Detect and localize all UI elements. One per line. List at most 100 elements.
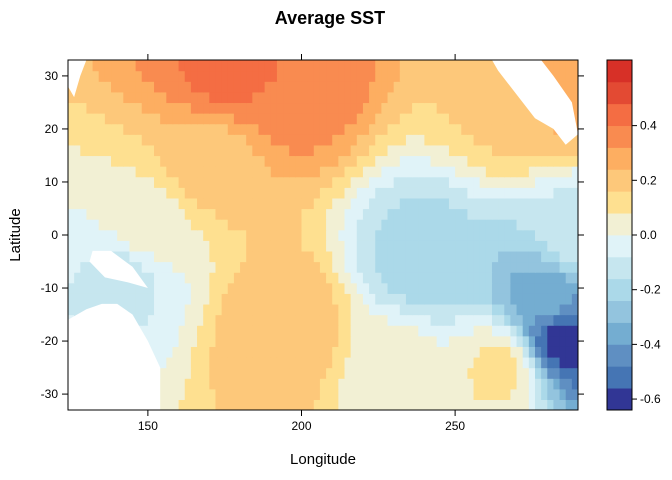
heat-cell [510,134,518,146]
heat-cell [215,303,223,316]
heat-cell [553,325,561,337]
heat-cell [399,282,407,294]
heat-cell [283,356,290,369]
colorbar-tick-label: -0.2 [640,283,661,297]
heat-cell [221,166,229,178]
heat-cell [522,367,530,379]
heat-cell [283,102,290,114]
heat-cell [504,176,512,188]
heat-cell [399,60,407,72]
heat-cell [178,272,186,284]
heat-cell [461,166,468,178]
heat-cell [154,240,161,252]
heat-cell [405,346,413,358]
heat-cell [276,356,284,369]
heat-cell [166,388,174,400]
heat-cell [332,346,339,358]
heat-cell [252,176,260,188]
heat-cell [412,70,419,82]
heat-cell [117,208,124,220]
heat-cell [80,155,88,167]
heat-cell [301,250,309,263]
heat-cell [522,250,530,263]
heat-cell [117,144,124,157]
heat-cell [190,219,198,231]
heat-cell [295,70,303,82]
heat-cell [381,187,389,199]
heat-cell [289,208,296,220]
heat-cell [203,197,210,210]
heat-cell [375,282,382,294]
heat-cell [295,208,303,220]
heat-cell [258,144,266,157]
heat-cell [338,123,346,135]
heat-cell [350,123,358,135]
heat-cell [375,70,382,82]
heat-cell [104,155,112,167]
heat-cell [448,219,456,231]
heat-cell [147,155,155,167]
heat-cell [491,346,499,358]
heat-cell [240,123,247,135]
heat-cell [528,208,536,220]
heat-cell [455,335,462,347]
heat-cell [516,219,524,231]
heat-cell [442,219,450,231]
heat-cell [221,346,229,358]
heat-cell [190,303,198,316]
heat-cell [405,81,413,93]
heat-cell [510,335,518,347]
heat-cell [442,272,450,284]
heat-cell [369,134,376,146]
heat-cell [430,240,438,252]
heat-cell [326,60,333,72]
heat-cell [135,208,143,220]
heat-cell [295,229,303,241]
heat-cell [504,229,512,241]
heat-cell [442,335,450,347]
heat-cell [313,335,321,347]
heat-cell [375,356,382,369]
heat-cell [571,314,578,326]
heat-cell [547,367,555,379]
heat-cell [307,81,315,93]
heat-cell [319,272,327,284]
heat-cell [344,91,352,104]
heat-cell [528,155,536,167]
heat-cell [534,197,542,210]
heat-cell [246,399,253,410]
heat-cell [455,367,462,379]
heat-cell [270,272,278,284]
heat-cell [135,240,143,252]
heat-cell [504,187,512,199]
heat-cell [461,282,468,294]
heat-cell [455,314,462,326]
heat-cell [412,303,419,316]
heat-cell [344,187,352,199]
heat-cell [393,81,401,93]
heat-cell [387,335,395,347]
heat-cell [92,155,100,167]
heat-cell [104,208,112,220]
heat-cell [498,272,505,284]
heat-cell [491,187,499,199]
heat-cell [350,282,358,294]
heat-cell [135,303,143,316]
heat-cell [197,303,204,316]
heat-cell [319,240,327,252]
heat-cell [436,356,444,369]
heat-cell [154,346,161,358]
heat-cell [313,166,321,178]
heat-cell [350,303,358,316]
heat-cell [313,219,321,231]
heat-cell [197,219,204,231]
heat-cell [559,144,567,157]
heat-cell [233,91,241,104]
heat-cell [559,314,567,326]
heat-cell [276,197,284,210]
heat-cell [215,356,223,369]
heat-cell [289,70,296,82]
heat-cell [485,187,493,199]
heat-cell [565,367,573,379]
heat-cell [485,70,493,82]
